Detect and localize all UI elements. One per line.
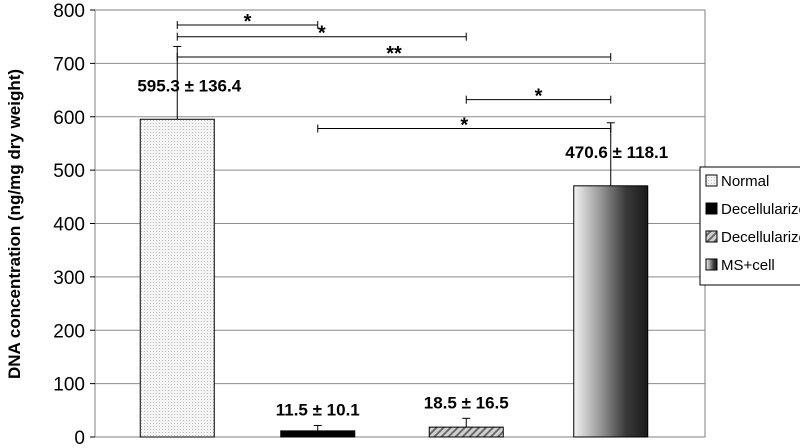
legend-label: Normal <box>721 173 769 190</box>
y-tick-label: 600 <box>53 108 85 129</box>
legend-swatch <box>705 202 718 215</box>
y-tick-label: 700 <box>53 54 85 75</box>
significance-bracket: * <box>176 23 467 45</box>
legend-swatch <box>705 230 718 243</box>
legend-label: Decellularized+cell <box>721 229 800 246</box>
legend-entry: Normal <box>705 173 769 190</box>
bar-decellularized-cell <box>428 426 504 438</box>
bar-ms-cell <box>573 185 649 438</box>
significance-bracket: * <box>176 11 319 33</box>
data-label: 11.5 ± 10.1 <box>276 400 360 419</box>
bar-normal <box>139 118 215 438</box>
data-label: 595.3 ± 136.4 <box>137 76 241 95</box>
significance-label: * <box>460 114 468 136</box>
y-axis-label: DNA concentration (ng/mg dry weight) <box>5 69 24 379</box>
legend-entry: Decellularized <box>705 201 800 218</box>
significance-label: * <box>318 23 326 45</box>
data-label: 18.5 ± 16.5 <box>424 393 509 412</box>
legend-entry: MS+cell <box>705 257 775 274</box>
y-tick-label: 200 <box>53 321 85 342</box>
data-label: 470.6 ± 118.1 <box>565 143 668 162</box>
y-tick-label: 800 <box>53 1 85 22</box>
bar-decellularized <box>280 430 356 438</box>
y-tick-label: 0 <box>74 428 85 448</box>
significance-label: ** <box>386 43 402 65</box>
legend-label: Decellularized <box>721 201 800 218</box>
legend-swatch <box>705 258 718 271</box>
y-tick-label: 300 <box>53 268 85 289</box>
significance-label: * <box>535 86 543 108</box>
legend: Normal Decellularized Decellularized+cell M… <box>699 166 800 286</box>
legend-swatch <box>705 174 718 187</box>
y-tick-label: 500 <box>53 161 85 182</box>
significance-label: * <box>244 11 252 33</box>
significance-bracket: * <box>465 86 612 108</box>
legend-label: MS+cell <box>721 257 775 274</box>
significance-bracket: ** <box>176 43 612 65</box>
y-tick-label: 400 <box>53 215 85 236</box>
y-tick-label: 100 <box>53 375 85 396</box>
legend-entry: Decellularized+cell <box>705 229 800 246</box>
significance-bracket: * <box>317 114 612 136</box>
